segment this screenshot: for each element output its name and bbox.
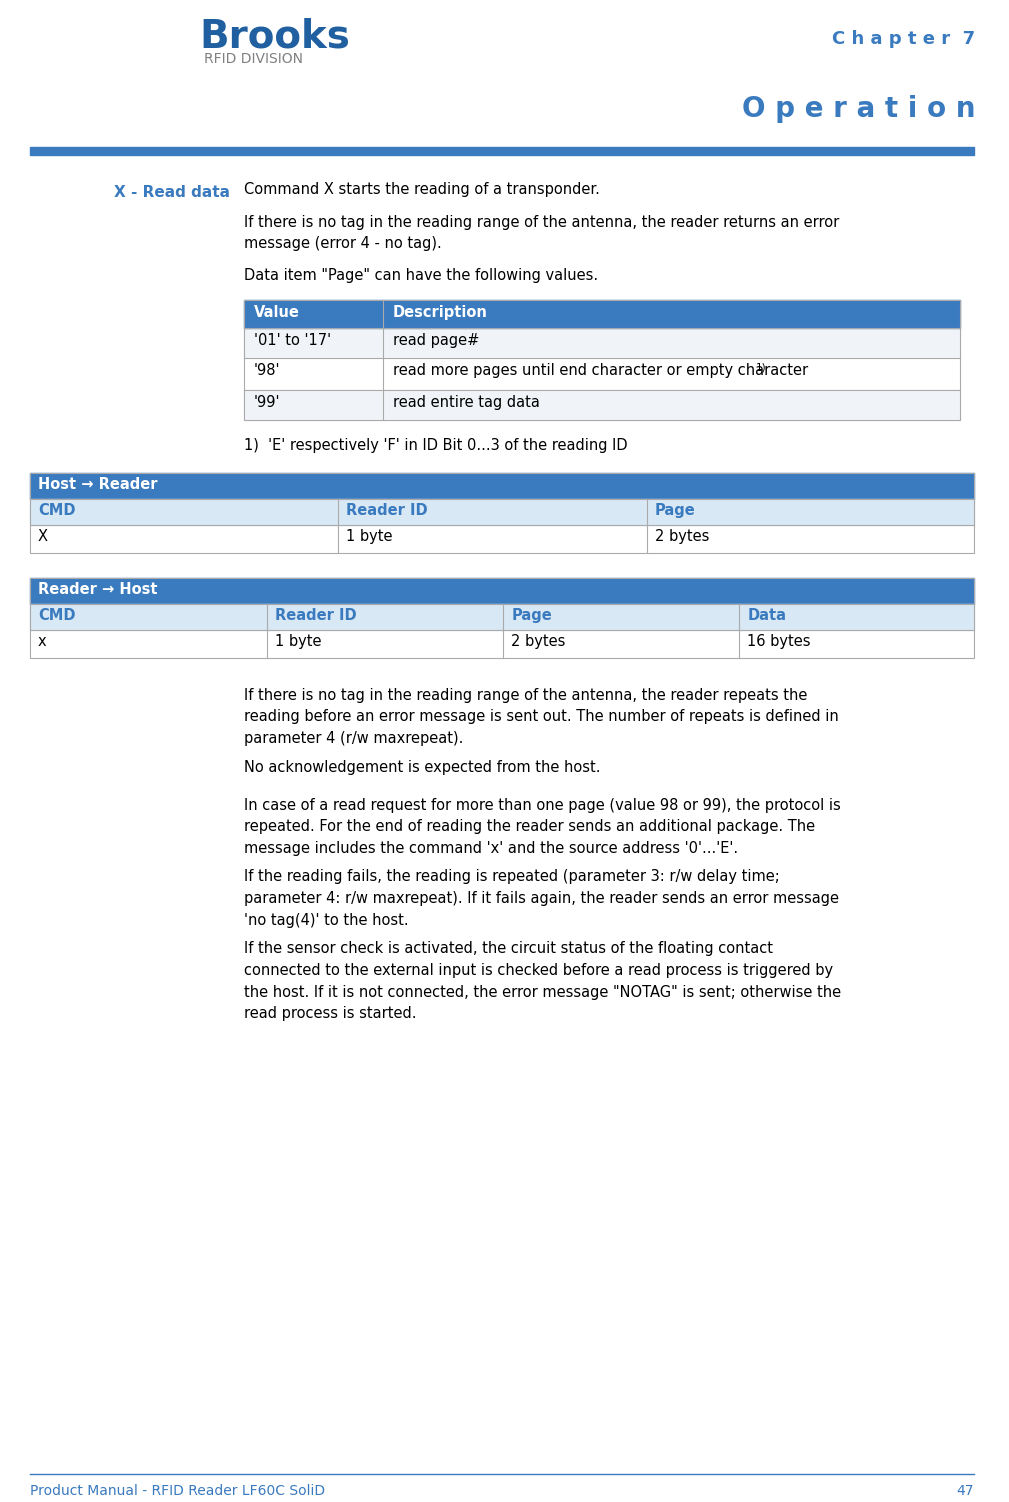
- Bar: [244, 300, 961, 419]
- Text: read more pages until end character or empty character: read more pages until end character or e…: [394, 363, 808, 379]
- Text: '98': '98': [253, 363, 281, 379]
- Text: Command X starts the reading of a transponder.: Command X starts the reading of a transp…: [244, 182, 599, 197]
- Text: Data item "Page" can have the following values.: Data item "Page" can have the following …: [244, 267, 598, 282]
- Text: 1)  'E' respectively 'F' in ID Bit 0...3 of the reading ID: 1) 'E' respectively 'F' in ID Bit 0...3 …: [244, 437, 628, 452]
- Bar: [30, 147, 974, 155]
- Text: No acknowledgement is expected from the host.: No acknowledgement is expected from the …: [244, 760, 600, 775]
- Text: If there is no tag in the reading range of the antenna, the reader repeats the
r: If there is no tag in the reading range …: [244, 688, 838, 746]
- Text: RFID DIVISION: RFID DIVISION: [204, 53, 303, 66]
- Text: Reader ID: Reader ID: [274, 608, 356, 623]
- Text: In case of a read request for more than one page (value 98 or 99), the protocol : In case of a read request for more than …: [244, 798, 840, 856]
- Text: Reader ID: Reader ID: [346, 503, 428, 518]
- Text: read entire tag data: read entire tag data: [394, 395, 540, 410]
- Bar: [244, 357, 961, 389]
- Text: If the sensor check is activated, the circuit status of the floating contact
con: If the sensor check is activated, the ci…: [244, 942, 840, 1021]
- Text: x: x: [37, 634, 46, 649]
- Text: Brooks: Brooks: [199, 18, 350, 56]
- Text: X - Read data: X - Read data: [114, 185, 230, 200]
- Text: read page#: read page#: [394, 333, 479, 348]
- Bar: [244, 300, 961, 327]
- Text: 1): 1): [756, 363, 767, 372]
- Text: X: X: [37, 529, 47, 544]
- Text: CMD: CMD: [37, 608, 76, 623]
- Bar: [30, 578, 974, 658]
- Bar: [30, 499, 974, 524]
- Text: Host → Reader: Host → Reader: [37, 476, 157, 491]
- Bar: [244, 327, 961, 357]
- Text: Description: Description: [394, 305, 488, 320]
- Text: 2 bytes: 2 bytes: [655, 529, 709, 544]
- Text: 2 bytes: 2 bytes: [512, 634, 566, 649]
- Text: 16 bytes: 16 bytes: [748, 634, 811, 649]
- Bar: [30, 578, 974, 604]
- Text: 1 byte: 1 byte: [274, 634, 321, 649]
- Text: Reader → Host: Reader → Host: [37, 581, 157, 596]
- Text: Data: Data: [748, 608, 786, 623]
- Text: 1 byte: 1 byte: [346, 529, 393, 544]
- Text: O p e r a t i o n: O p e r a t i o n: [742, 95, 975, 123]
- Text: Value: Value: [253, 305, 300, 320]
- Text: Page: Page: [512, 608, 552, 623]
- Bar: [30, 629, 974, 658]
- Bar: [30, 524, 974, 553]
- Text: Product Manual - RFID Reader LF60C SoliD: Product Manual - RFID Reader LF60C SoliD: [30, 1484, 325, 1497]
- Bar: [244, 389, 961, 419]
- Text: CMD: CMD: [37, 503, 76, 518]
- Text: If there is no tag in the reading range of the antenna, the reader returns an er: If there is no tag in the reading range …: [244, 215, 839, 251]
- Bar: [30, 473, 974, 499]
- Text: C h a p t e r  7: C h a p t e r 7: [832, 30, 975, 48]
- Text: '01' to '17': '01' to '17': [253, 333, 331, 348]
- Text: 47: 47: [957, 1484, 974, 1497]
- Text: If the reading fails, the reading is repeated (parameter 3: r/w delay time;
para: If the reading fails, the reading is rep…: [244, 870, 838, 928]
- Text: Page: Page: [655, 503, 695, 518]
- Text: '99': '99': [253, 395, 281, 410]
- Bar: [30, 604, 974, 629]
- Bar: [30, 473, 974, 553]
